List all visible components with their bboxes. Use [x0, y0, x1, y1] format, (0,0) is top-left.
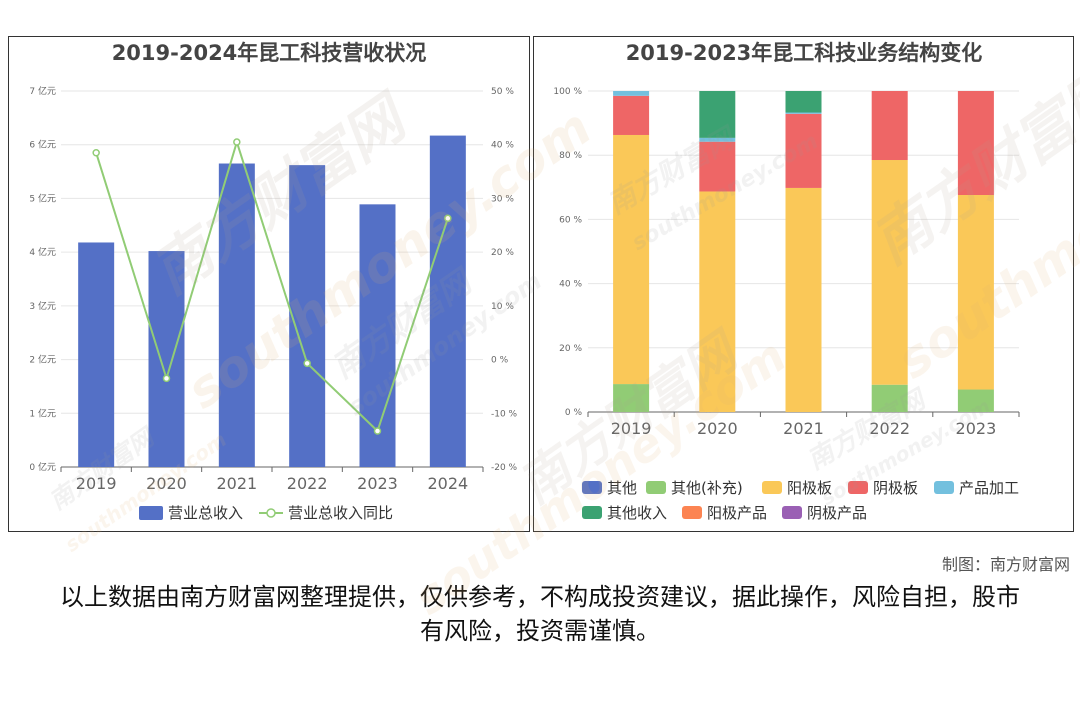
x-axis-tick-label: 2019	[611, 419, 652, 438]
legend-swatch-yoy-marker	[266, 508, 276, 518]
yoy-growth-point	[303, 359, 311, 368]
revenue-bar	[218, 163, 255, 467]
stacked-segment	[871, 91, 908, 161]
left-axis-tick-label: 3 亿元	[29, 300, 56, 312]
left-axis-tick-label: 4 亿元	[29, 246, 56, 258]
legend-swatch	[582, 481, 602, 494]
stacked-segment	[785, 113, 822, 188]
x-axis-tick-label: 2024	[427, 474, 468, 493]
right-axis-tick-label: 0 %	[491, 356, 509, 366]
stacked-segment	[699, 91, 736, 138]
left-axis-tick-label: 0 亿元	[29, 461, 56, 473]
revenue-chart: 2019-2024年昆工科技营收状况 0 亿元 1 亿元 2 亿元 3 亿元 4 亿元 5…	[29, 41, 518, 522]
revenue-bar	[78, 242, 115, 467]
stacked-segment	[871, 160, 908, 385]
yoy-growth-line	[95, 138, 449, 433]
stacked-segment	[613, 91, 650, 96]
left-axis-tick-label: 7 亿元	[29, 85, 56, 97]
legend-label: 产品加工	[959, 479, 1019, 497]
legend-swatch-revenue	[139, 506, 163, 520]
left-axis-tick-label: 6 亿元	[29, 139, 56, 151]
revenue-bar	[289, 165, 326, 467]
legend-label: 阴极板	[873, 479, 918, 497]
stacked-segment	[613, 95, 650, 135]
stacked-segment	[957, 91, 994, 196]
yoy-growth-point	[233, 138, 241, 146]
stacked-segment	[699, 191, 736, 412]
legend-label: 其他	[607, 479, 637, 497]
legend-swatch	[848, 481, 868, 494]
x-axis-tick-label: 2023	[357, 474, 398, 493]
yoy-growth-point	[162, 374, 171, 383]
business-structure-chart: 2019-2023年昆工科技业务结构变化 0 % 20 % 40 % 60 % 80 %…	[553, 41, 1020, 522]
x-axis-tick-label: 2020	[697, 419, 738, 438]
legend-label: 阳极产品	[707, 504, 767, 522]
business-structure-chart-panel: 2019-2023年昆工科技业务结构变化 0 % 20 % 40 % 60 % 80 %…	[533, 36, 1074, 532]
right-axis-tick-label: -10 %	[491, 409, 518, 419]
right-axis-tick-label: 50 %	[491, 87, 514, 97]
stacked-segment	[957, 389, 994, 412]
chart-title: 2019-2023年昆工科技业务结构变化	[626, 41, 983, 65]
legend-label: 营业总收入	[168, 504, 243, 522]
x-axis-tick-label: 2021	[783, 419, 824, 438]
x-axis-tick-label: 2022	[287, 474, 328, 493]
left-axis-tick-label: 1 亿元	[29, 407, 56, 419]
y-axis-tick-label: 0 %	[565, 408, 583, 418]
revenue-bar	[429, 135, 466, 467]
yoy-growth-point	[373, 427, 382, 435]
disclaimer-text: 以上数据由南方财富网整理提供，仅供参考，不构成投资建议，据此操作，风险自担，股市…	[60, 583, 1020, 645]
legend-swatch	[682, 506, 702, 519]
right-axis-tick-label: 10 %	[491, 302, 514, 312]
legend-label: 阴极产品	[807, 504, 867, 522]
legend-label: 阳极板	[787, 479, 832, 497]
right-axis-tick-label: 40 %	[491, 141, 514, 151]
stacked-segment	[613, 384, 650, 412]
y-axis-tick-label: 100 %	[553, 87, 582, 97]
stacked-segment	[699, 141, 736, 192]
legend-swatch	[582, 506, 602, 519]
legend-swatch	[934, 481, 954, 494]
y-axis-tick-label: 60 %	[559, 215, 582, 225]
legend-label: 其他(补充)	[671, 479, 743, 497]
revenue-chart-panel: 2019-2024年昆工科技营收状况 0 亿元 1 亿元 2 亿元 3 亿元 4 亿元 5…	[8, 36, 530, 532]
y-axis-tick-label: 20 %	[559, 344, 582, 354]
stacked-segment	[785, 187, 822, 412]
x-axis-tick-label: 2021	[216, 474, 257, 493]
y-axis-tick-label: 80 %	[559, 151, 582, 161]
x-axis-tick-label: 2019	[76, 474, 117, 493]
chart-title: 2019-2024年昆工科技营收状况	[112, 41, 427, 65]
legend-swatch	[782, 506, 802, 519]
legend-label: 其他收入	[607, 504, 667, 522]
x-axis-tick-label: 2022	[869, 419, 910, 438]
left-axis-tick-label: 2 亿元	[29, 354, 56, 366]
revenue-bar	[359, 204, 396, 467]
stacked-segment	[785, 91, 822, 113]
stacked-segment	[785, 112, 822, 114]
legend-label: 营业总收入同比	[288, 504, 393, 522]
yoy-growth-point	[444, 214, 452, 223]
right-axis-tick-label: 30 %	[491, 194, 514, 204]
stacked-segment	[613, 134, 650, 385]
stacked-segment	[699, 137, 736, 142]
x-axis-tick-label: 2020	[146, 474, 187, 493]
stacked-segment	[871, 384, 908, 412]
y-axis-tick-label: 40 %	[559, 280, 582, 290]
yoy-growth-point	[92, 149, 100, 157]
right-axis-tick-label: 20 %	[491, 248, 514, 258]
legend-swatch	[762, 481, 782, 494]
stacked-segment	[957, 195, 994, 390]
chart-credit: 制图：南方财富网	[941, 555, 1070, 574]
x-axis-tick-label: 2023	[956, 419, 997, 438]
revenue-bar	[148, 251, 185, 467]
right-axis-tick-label: -20 %	[491, 463, 518, 473]
legend-swatch	[646, 481, 666, 494]
left-axis-tick-label: 5 亿元	[29, 192, 56, 204]
